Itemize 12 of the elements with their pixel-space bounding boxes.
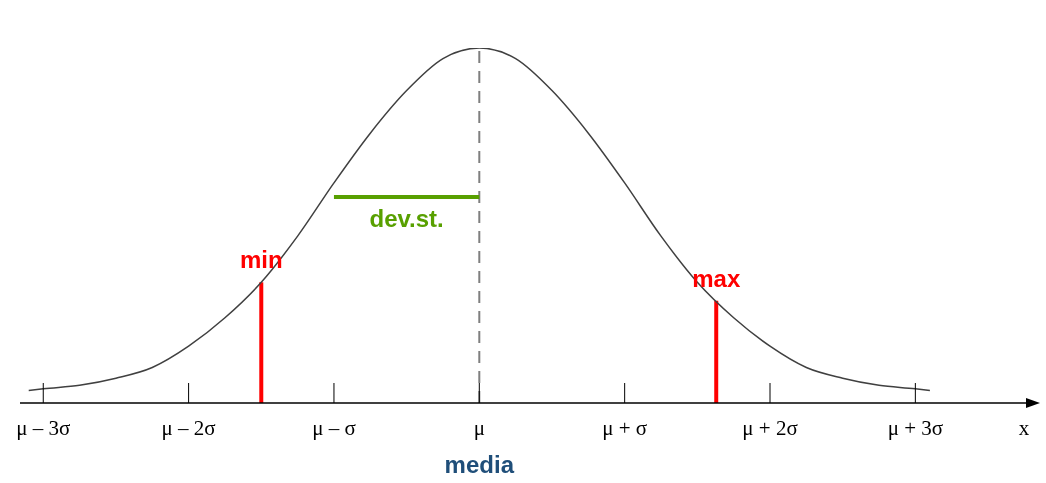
annotation: dev.st. <box>369 205 444 233</box>
text: media <box>444 451 515 478</box>
x-tick-label: μ + 3σ <box>887 416 944 440</box>
x-tick-label: μ – 3σ <box>16 416 71 440</box>
x-tick-label: μ – σ <box>312 416 356 440</box>
x-tick-label: μ + σ <box>602 416 648 440</box>
x-tick-label: μ + 2σ <box>742 416 798 440</box>
x-tick-label: μ <box>473 416 485 440</box>
x-tick-label: μ – 2σ <box>161 416 216 440</box>
ref-line-label: max <box>692 264 741 292</box>
x-axis-title: x <box>1018 416 1030 440</box>
ref-line-label: min <box>239 246 283 274</box>
